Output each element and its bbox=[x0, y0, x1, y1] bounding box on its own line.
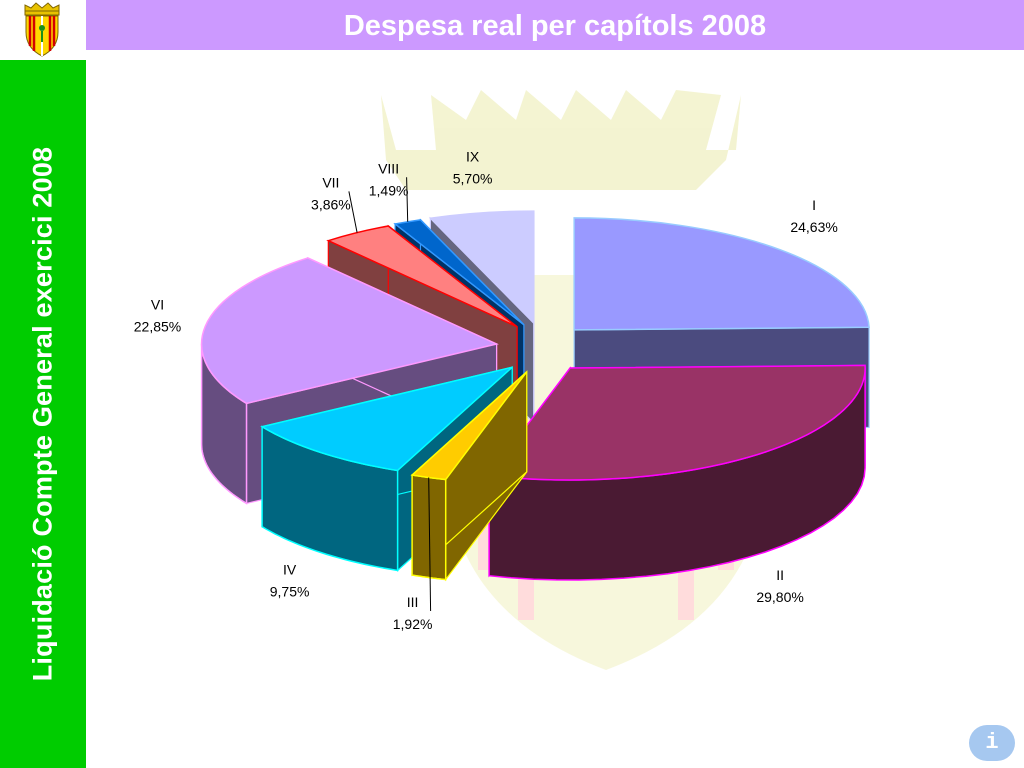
leader-line-vii bbox=[348, 191, 358, 233]
pie-slice-iii bbox=[410, 370, 528, 582]
pie-slices bbox=[200, 210, 870, 582]
slice-top-vi bbox=[200, 257, 499, 405]
header-bar: Despesa real per capítols 2008 bbox=[86, 0, 1024, 50]
slice-percent-vi: 22,85% bbox=[134, 319, 181, 335]
pie-labels: I 24,63% II 29,80% III 1,92% IV 9,75% VI 22,85% VI… bbox=[134, 149, 838, 632]
slice-name-viii: VIII bbox=[378, 160, 399, 176]
info-button[interactable]: i bbox=[969, 725, 1015, 761]
leader-line-iii bbox=[428, 477, 432, 612]
slice-top-vii bbox=[326, 225, 518, 328]
coat-of-arms-icon bbox=[24, 2, 60, 57]
pie-slice-ii bbox=[487, 364, 866, 581]
municipal-logo bbox=[0, 0, 86, 60]
slice-name-vi: VI bbox=[151, 297, 164, 313]
sidebar-title: Liquidació Compte General exercici 2008 bbox=[27, 146, 58, 682]
slice-top-ii bbox=[487, 364, 866, 481]
slice-percent-iv: 9,75% bbox=[270, 583, 310, 599]
slice-name-iv: IV bbox=[283, 561, 297, 577]
slice-top-iv bbox=[260, 366, 513, 472]
slice-percent-viii: 1,49% bbox=[369, 182, 409, 198]
slice-percent-ix: 5,70% bbox=[453, 171, 493, 187]
slice-name-vii: VII bbox=[322, 174, 339, 190]
slice-top-viii bbox=[393, 219, 525, 326]
slice-percent-iii: 1,92% bbox=[393, 616, 433, 632]
slice-top-ix bbox=[428, 210, 535, 325]
pie-chart: I 24,63% II 29,80% III 1,92% IV 9,75% VI 22,85% VI… bbox=[86, 50, 1024, 768]
slice-name-ix: IX bbox=[466, 149, 480, 165]
slice-name-ii: II bbox=[776, 567, 784, 583]
slice-top-i bbox=[573, 217, 870, 331]
slice-percent-ii: 29,80% bbox=[756, 589, 803, 605]
sidebar: Liquidació Compte General exercici 2008 bbox=[0, 60, 86, 768]
slice-name-i: I bbox=[812, 197, 816, 213]
slice-percent-i: 24,63% bbox=[790, 219, 837, 235]
slice-percent-vii: 3,86% bbox=[311, 196, 351, 212]
pie-chart-svg: I 24,63% II 29,80% III 1,92% IV 9,75% VI 22,85% VI… bbox=[134, 90, 870, 670]
slice-name-iii: III bbox=[407, 594, 419, 610]
page-title: Despesa real per capítols 2008 bbox=[343, 10, 767, 42]
leader-line-viii bbox=[406, 177, 409, 222]
